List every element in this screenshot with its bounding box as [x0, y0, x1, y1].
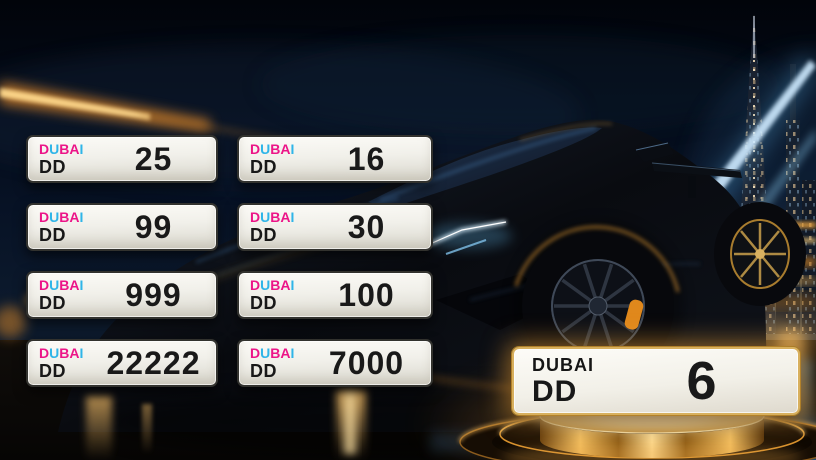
logo-letter: D	[39, 209, 50, 225]
dubai-logo: DUBAI	[39, 210, 97, 224]
license-plate: DUBAI DD 22222	[26, 339, 218, 387]
side-mirror	[634, 142, 674, 162]
dubai-logo: DUBAI	[39, 142, 97, 156]
plate-code: DD	[250, 361, 277, 381]
dubai-logo: DUBAI	[39, 346, 97, 360]
plate-number: 6	[686, 351, 718, 411]
dubai-logo: DUBAI	[39, 278, 97, 292]
plate-number: 7000	[328, 344, 405, 381]
brake-caliper	[624, 299, 644, 330]
logo-letter: B	[59, 345, 70, 361]
logo-letter: A	[69, 141, 80, 157]
license-plate: DUBAI DD 16	[237, 135, 433, 183]
plate-emirate-block: DUBAI DD	[28, 346, 97, 380]
logo-letter: I	[79, 141, 84, 157]
logo-letter: D	[39, 277, 50, 293]
plate-emirate-block: DUBAI DD	[28, 142, 97, 176]
plate-emirate-block: DUBAI DD	[514, 356, 620, 407]
logo-letter: I	[290, 141, 295, 157]
logo-letter: B	[270, 277, 281, 293]
logo-letter: U	[260, 277, 271, 293]
headlight	[424, 220, 512, 255]
dubai-logo: DUBAI	[250, 210, 308, 224]
logo-letter: B	[270, 209, 281, 225]
rear-wheel	[714, 202, 806, 306]
plate-emirate-block: DUBAI DD	[239, 346, 308, 380]
logo-letter: I	[79, 277, 84, 293]
plate-emirate-block: DUBAI DD	[239, 142, 308, 176]
logo-letter: B	[270, 345, 281, 361]
plate-emirate-block: DUBAI DD	[239, 210, 308, 244]
dubai-logo: DUBAI	[250, 346, 308, 360]
license-plate: DUBAI DD 99	[26, 203, 218, 251]
plate-number: 25	[134, 140, 173, 177]
plate-code: DD	[39, 293, 66, 313]
license-plate: DUBAI DD 100	[237, 271, 433, 319]
dubai-logo: DUBAI	[532, 354, 594, 375]
logo-letter: B	[59, 209, 70, 225]
logo-letter: U	[260, 345, 271, 361]
plate-code: DD	[39, 157, 66, 177]
plate-code: DD	[250, 225, 277, 245]
logo-letter: D	[39, 345, 50, 361]
logo-letter: D	[250, 345, 261, 361]
logo-letter: D	[250, 277, 261, 293]
dubai-logo: DUBAI	[250, 278, 308, 292]
plate-number: 99	[134, 208, 173, 245]
license-plate: DUBAI DD 999	[26, 271, 218, 319]
logo-letter: D	[250, 209, 261, 225]
logo-letter: U	[49, 277, 60, 293]
logo-letter: A	[280, 209, 291, 225]
logo-letter: B	[270, 141, 281, 157]
plate-number: 30	[347, 208, 386, 245]
license-plate: DUBAI DD 30	[237, 203, 433, 251]
logo-letter: A	[280, 277, 291, 293]
plate-code: DD	[39, 225, 66, 245]
plate-emirate-block: DUBAI DD	[28, 210, 97, 244]
plate-code: DD	[250, 293, 277, 313]
plate-code: DD	[39, 361, 66, 381]
logo-letter: U	[49, 345, 60, 361]
logo-letter: I	[290, 209, 295, 225]
plate-number: 999	[125, 276, 182, 313]
plate-emirate-block: DUBAI DD	[28, 278, 97, 312]
logo-letter: D	[39, 141, 50, 157]
license-plate: DUBAI DD 25	[26, 135, 218, 183]
logo-letter: U	[260, 141, 271, 157]
logo-letter: I	[79, 345, 84, 361]
logo-letter: A	[280, 345, 291, 361]
plate-number: 16	[347, 140, 386, 177]
plate-code: DD	[250, 157, 277, 177]
windshield	[368, 127, 602, 208]
rear-spoiler	[652, 162, 742, 178]
plate-emirate-block: DUBAI DD	[239, 278, 308, 312]
logo-letter: U	[49, 141, 60, 157]
logo-letter: A	[280, 141, 291, 157]
plate-code: DD	[532, 374, 578, 408]
logo-letter: I	[79, 209, 84, 225]
logo-letter: D	[250, 141, 261, 157]
logo-letter: I	[290, 345, 295, 361]
logo-letter: B	[59, 141, 70, 157]
logo-letter: A	[69, 209, 80, 225]
logo-letter: U	[260, 209, 271, 225]
dubai-logo: DUBAI	[250, 142, 308, 156]
logo-letter: A	[69, 277, 80, 293]
license-plate: DUBAI DD 7000	[237, 339, 433, 387]
featured-license-plate: DUBAI DD 6	[512, 347, 800, 415]
logo-letter: I	[290, 277, 295, 293]
plate-number: 100	[338, 276, 395, 313]
logo-letter: U	[49, 209, 60, 225]
logo-letter: A	[69, 345, 80, 361]
logo-letter: B	[59, 277, 70, 293]
plate-number: 22222	[106, 344, 201, 381]
